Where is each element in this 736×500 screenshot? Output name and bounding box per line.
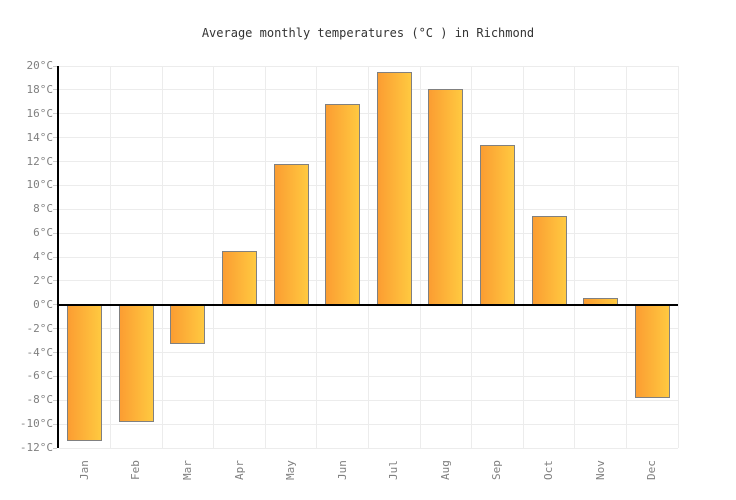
y-axis-tick-mark	[53, 137, 57, 139]
y-axis-tick-label: 14°C	[26, 130, 54, 144]
y-axis-tick-label: -12°C	[19, 441, 53, 454]
gridline-vertical	[677, 66, 679, 448]
plot-area	[59, 65, 679, 449]
y-axis-tick-label: -8°C	[26, 393, 54, 407]
y-axis-tick-mark	[53, 184, 57, 186]
bar-dec	[634, 304, 670, 398]
x-axis-label-may: May	[284, 460, 298, 480]
bar-may	[273, 163, 309, 305]
x-axis-label-sep: Sep	[490, 460, 504, 480]
gridline-vertical	[110, 66, 112, 448]
bar-apr	[222, 251, 258, 305]
y-axis-tick-mark	[53, 65, 57, 67]
y-axis-tick-label: 2°C	[33, 273, 53, 287]
x-axis-label-jan: Jan	[77, 460, 91, 480]
y-axis-tick-mark	[53, 280, 57, 282]
chart-title: Average monthly temperatures (°C ) in Ri…	[201, 26, 535, 40]
y-axis-tick-label: 6°C	[33, 226, 53, 240]
y-axis-tick-mark	[53, 304, 57, 306]
bar-jul	[376, 71, 412, 305]
gridline-vertical	[368, 66, 369, 448]
y-axis-tick-label: -2°C	[26, 321, 54, 335]
y-axis-tick-label: 0°C	[33, 297, 53, 311]
bar-mar	[170, 304, 206, 345]
y-axis-tick-mark	[53, 113, 57, 115]
y-axis-tick-mark	[53, 447, 57, 449]
x-axis-label-feb: Feb	[129, 460, 143, 480]
bar-feb	[118, 304, 154, 422]
zero-line	[59, 303, 678, 306]
y-axis-tick-mark	[53, 161, 57, 162]
gridline-vertical	[419, 66, 421, 448]
y-axis-tick-mark	[53, 399, 57, 401]
y-axis-tick-label: 20°C	[26, 59, 54, 72]
y-axis-tick-mark	[53, 352, 57, 353]
bar-oct	[531, 216, 567, 305]
y-axis-tick-mark	[53, 256, 57, 258]
gridline-vertical	[264, 66, 266, 448]
x-axis-label-mar: Mar	[180, 460, 194, 480]
y-axis-tick-label: -6°C	[26, 369, 54, 383]
bar-jan	[67, 304, 103, 441]
y-axis-tick-label: 18°C	[26, 82, 54, 96]
y-axis-tick-mark	[53, 208, 57, 210]
gridline-horizontal	[59, 447, 678, 449]
x-axis-label-apr: Apr	[232, 460, 246, 480]
y-axis-tick-label: 4°C	[33, 250, 53, 263]
y-axis-tick-label: 8°C	[33, 202, 53, 216]
bar-jun	[325, 104, 361, 305]
gridline-vertical	[161, 66, 163, 448]
y-axis-tick-mark	[53, 423, 57, 425]
y-axis-line	[57, 66, 59, 448]
x-axis-label-nov: Nov	[593, 460, 607, 480]
y-axis-tick-label: 10°C	[26, 178, 54, 192]
gridline-vertical	[625, 66, 627, 448]
y-axis-tick-mark	[53, 89, 57, 91]
x-axis-label-dec: Dec	[645, 460, 659, 480]
x-axis-label-jul: Jul	[387, 460, 401, 480]
gridline-vertical	[316, 66, 318, 448]
gridline-vertical	[213, 66, 215, 448]
gridline-vertical	[522, 66, 524, 448]
y-axis-tick-mark	[53, 328, 57, 330]
y-axis-tick-label: -4°C	[26, 345, 54, 359]
gridline-vertical	[471, 66, 473, 448]
x-axis-label-aug: Aug	[438, 460, 452, 480]
x-axis-label-oct: Oct	[542, 460, 556, 480]
y-axis-tick-mark	[53, 375, 57, 377]
y-axis-tick-label: 16°C	[26, 106, 54, 120]
y-axis-tick-label: -10°C	[19, 417, 53, 431]
y-axis-tick-label: 12°C	[26, 154, 54, 168]
y-axis-tick-mark	[53, 232, 57, 234]
gridline-vertical	[574, 66, 576, 448]
bar-sep	[479, 144, 515, 305]
x-axis-label-jun: Jun	[335, 460, 349, 480]
bar-aug	[428, 88, 464, 305]
